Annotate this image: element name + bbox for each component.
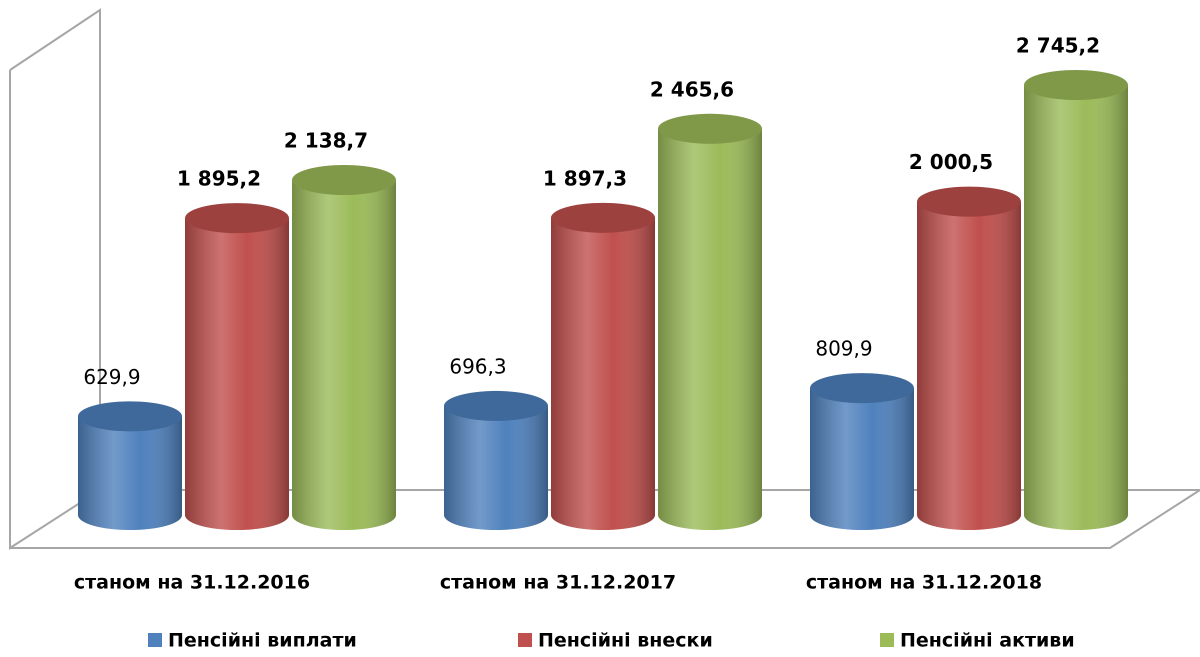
cylinder-top <box>917 186 1021 217</box>
cylinder-top <box>1024 70 1128 100</box>
legend-swatch <box>148 633 162 647</box>
data-label: 696,3 <box>449 354 506 378</box>
cylinder-top <box>658 113 762 144</box>
cylinder-top-shade <box>78 401 182 432</box>
cylinder-top <box>185 203 289 234</box>
legend-label: Пенсійні внески <box>538 630 713 652</box>
cylinder-top-shade <box>185 203 289 234</box>
x-tick-label: станом на 31.12.2017 <box>440 572 676 594</box>
cylinder-shade <box>658 128 762 530</box>
cylinder-top <box>810 373 914 404</box>
legend-swatch <box>880 633 894 647</box>
cylinder-shade <box>292 180 396 530</box>
data-label: 2 138,7 <box>284 129 368 153</box>
data-label: 629,9 <box>83 365 140 389</box>
cylinder-top-shade <box>292 165 396 196</box>
x-tick-label: станом на 31.12.2016 <box>74 572 310 594</box>
cylinder-top-shade <box>810 373 914 404</box>
data-label: 2 465,6 <box>650 77 734 101</box>
cylinder-top <box>78 401 182 432</box>
data-label: 1 895,2 <box>177 167 261 191</box>
legend-label: Пенсійні активи <box>900 630 1075 652</box>
legend-swatch <box>518 633 532 647</box>
data-label: 809,9 <box>815 337 872 361</box>
data-label: 2 745,2 <box>1016 34 1100 58</box>
cylinder-shade <box>810 388 914 530</box>
cylinder-top-shade <box>1024 70 1128 100</box>
cylinder-shade <box>185 218 289 530</box>
cylinder-shade <box>917 201 1021 531</box>
cylinder-top-shade <box>917 186 1021 217</box>
cylinder-top <box>292 165 396 196</box>
x-tick-label: станом на 31.12.2018 <box>806 572 1042 594</box>
data-label: 2 000,5 <box>909 150 993 174</box>
cylinder-top-shade <box>658 113 762 144</box>
cylinder-top <box>551 202 655 233</box>
data-label: 1 897,3 <box>543 166 627 190</box>
legend-label: Пенсійні виплати <box>168 630 357 652</box>
cylinder-shade <box>444 405 548 530</box>
cylinder-shade <box>78 416 182 530</box>
cylinder-top <box>444 390 548 421</box>
cylinder-shade <box>551 217 655 530</box>
cylinder-top-shade <box>444 390 548 421</box>
cylinder-top-shade <box>551 202 655 233</box>
cylinder-shade <box>1024 85 1128 530</box>
